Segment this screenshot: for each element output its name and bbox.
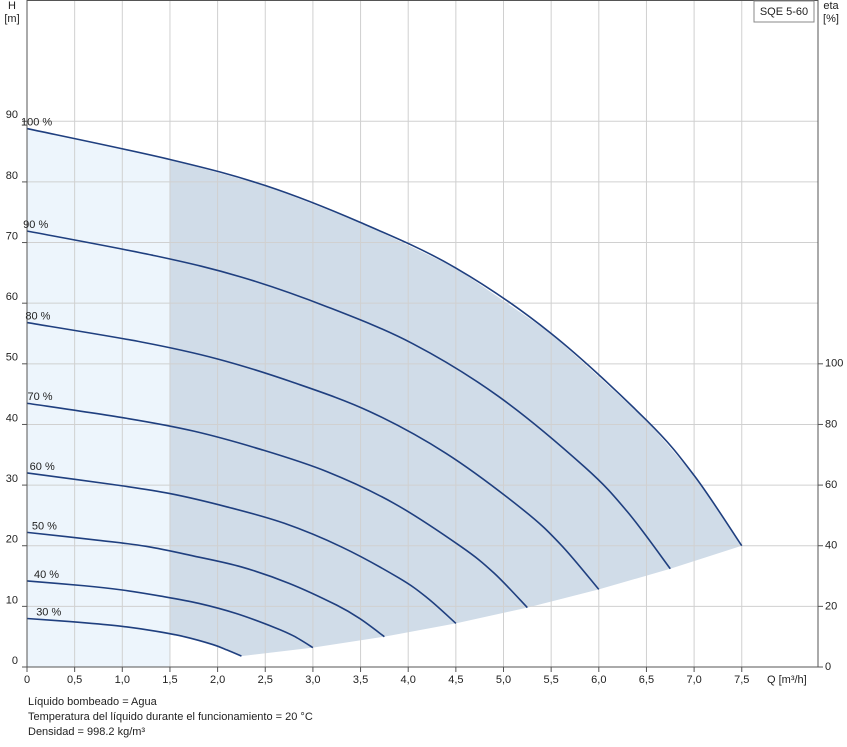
curve-label: 90 % — [23, 219, 48, 231]
y-tick-label: 80 — [6, 170, 18, 182]
curve-label: 50 % — [32, 520, 57, 532]
x-tick-label: 5,0 — [496, 674, 511, 686]
curve-label: 80 % — [25, 310, 50, 322]
y-label: H — [8, 0, 16, 12]
pump-curve — [26, 230, 671, 570]
y-tick-label: 70 — [6, 230, 18, 242]
min-flow-area — [27, 128, 170, 668]
x-tick-label: 6,0 — [591, 674, 606, 686]
pump-curve — [26, 127, 743, 547]
operating-area — [27, 128, 742, 668]
curve-label: 100 % — [21, 116, 52, 128]
x-tick-label: 0,5 — [67, 674, 82, 686]
y2-tick-label: 80 — [825, 418, 837, 430]
product-box — [753, 0, 815, 23]
pump-curve — [26, 531, 385, 638]
curve-label: 40 % — [34, 569, 59, 581]
x-tick-label: 1,5 — [162, 674, 177, 686]
y-tick-label: 10 — [6, 594, 18, 606]
pump-curve — [26, 580, 314, 649]
pump-curve — [26, 472, 457, 624]
x-tick-label: 7,5 — [734, 674, 749, 686]
x-tick-label: 2,5 — [258, 674, 273, 686]
y-tick-label: 30 — [6, 473, 18, 485]
x-tick-label: 3,0 — [305, 674, 320, 686]
y-label: [m] — [4, 13, 19, 25]
note: Líquido bombeado = Agua — [28, 696, 158, 708]
y2-tick-label: 100 — [825, 358, 843, 370]
x-tick-label: 4,0 — [401, 674, 416, 686]
y2-tick-label: 0 — [825, 661, 831, 673]
y-tick-label: 50 — [6, 352, 18, 364]
curve-label: 70 % — [28, 391, 53, 403]
y-tick-label: 0 — [12, 655, 18, 667]
y-tick-label: 60 — [6, 291, 18, 303]
x-tick-label: 4,5 — [448, 674, 463, 686]
product-label: SQE 5-60 — [760, 6, 808, 18]
y2-tick-label: 20 — [825, 600, 837, 612]
y2-label: [%] — [823, 13, 839, 25]
x-tick-label: 2,0 — [210, 674, 225, 686]
x-tick-label: 0 — [24, 674, 30, 686]
x-tick-label: 6,5 — [639, 674, 654, 686]
note: Temperatura del líquido durante el funci… — [28, 711, 313, 723]
note: Densidad = 998.2 kg/m³ — [28, 726, 145, 738]
x-tick-label: 3,5 — [353, 674, 368, 686]
y2-tick-label: 60 — [825, 479, 837, 491]
pump-curve — [26, 402, 528, 609]
curve-label: 60 % — [30, 461, 55, 473]
y-tick-label: 40 — [6, 412, 18, 424]
y2-label: eta — [823, 0, 839, 12]
y2-tick-label: 40 — [825, 540, 837, 552]
pump-curve — [26, 321, 600, 590]
y-tick-label: 20 — [6, 534, 18, 546]
curves — [26, 127, 743, 657]
x-tick-label: 5,5 — [544, 674, 559, 686]
pump-curve — [26, 617, 242, 657]
curve-label: 30 % — [36, 606, 61, 618]
x-tick-label: 7,0 — [686, 674, 701, 686]
y-tick-label: 90 — [6, 109, 18, 121]
x-label: Q [m³/h] — [767, 674, 807, 686]
grid — [22, 0, 823, 672]
x-tick-label: 1,0 — [115, 674, 130, 686]
